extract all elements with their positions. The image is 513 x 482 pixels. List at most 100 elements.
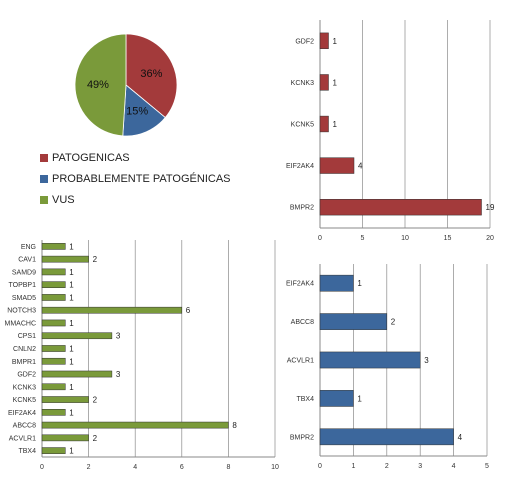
data-label: 4 [358, 162, 363, 171]
data-label: 2 [93, 434, 98, 443]
category-label: CPS1 [18, 333, 36, 340]
category-label: ABCC8 [291, 319, 314, 326]
bar [319, 428, 454, 446]
category-label: CAV1 [18, 257, 36, 264]
category-label: BMPR2 [290, 205, 314, 212]
category-label: ACVLR1 [9, 435, 36, 442]
category-label: KCNK3 [291, 80, 314, 87]
x-tick-label: 5 [361, 235, 365, 242]
bar [41, 332, 113, 340]
data-label: 1 [69, 319, 74, 328]
bar [41, 294, 66, 301]
category-label: ACVLR1 [287, 358, 314, 365]
data-label: 2 [93, 396, 98, 405]
category-label: BMPR1 [12, 359, 36, 366]
category-label: GDF2 [17, 372, 36, 379]
data-label: 1 [333, 37, 338, 46]
pie-slice-label: 36% [140, 68, 162, 80]
pie-slice [74, 33, 127, 137]
category-label: SMAD5 [12, 295, 36, 302]
data-label: 2 [93, 255, 98, 264]
x-tick-label: 4 [452, 463, 456, 470]
category-label: KCNK5 [291, 122, 314, 129]
x-tick-label: 1 [351, 463, 355, 470]
bar [319, 157, 355, 174]
bar [41, 357, 66, 365]
legend-item-patogenicas: PATOGENICAS [40, 147, 231, 168]
bar [41, 306, 183, 314]
category-label: EIF2AK4 [286, 163, 314, 170]
x-tick-label: 2 [87, 464, 91, 471]
x-tick-label: 8 [226, 464, 230, 471]
data-label: 1 [333, 78, 338, 87]
legend-swatch-blue [40, 174, 48, 183]
data-label: 19 [486, 203, 495, 212]
category-label: ENG [21, 244, 36, 251]
pie-chart: 36% 15% 49% [74, 33, 178, 137]
data-label: 1 [69, 357, 74, 366]
category-label: ABCC8 [13, 423, 36, 430]
x-tick-label: 2 [385, 463, 389, 470]
data-label: 1 [69, 242, 74, 251]
bar [319, 274, 354, 292]
bar [41, 243, 66, 250]
pie-slice-label: 49% [87, 79, 109, 91]
data-label: 1 [357, 279, 362, 288]
data-label: 6 [186, 306, 191, 315]
bar [319, 74, 329, 91]
x-tick-label: 0 [40, 464, 44, 471]
data-label: 1 [357, 394, 362, 403]
legend-label: VUS [52, 193, 75, 206]
x-tick-label: 0 [318, 463, 322, 470]
legend-item-probablemente: PROBABLEMENTE PATOGÉNICAS [40, 168, 231, 189]
data-label: 1 [333, 120, 338, 129]
data-label: 3 [424, 356, 429, 365]
legend-swatch-green [40, 195, 48, 204]
x-tick-label: 3 [418, 463, 422, 470]
legend-item-vus: VUS [40, 189, 231, 210]
data-label: 2 [391, 318, 396, 327]
data-label: 3 [116, 370, 121, 379]
category-label: EIF2AK4 [286, 281, 314, 288]
bar [41, 421, 229, 429]
x-tick-label: 10 [401, 235, 409, 242]
bar [41, 319, 66, 327]
category-label: NOTCH3 [7, 308, 36, 315]
pie-legend: PATOGENICAS PROBABLEMENTE PATOGÉNICAS VU… [40, 147, 231, 210]
pie-slice-label: 15% [126, 106, 148, 118]
bar [41, 383, 66, 391]
pie-slice [122, 84, 166, 137]
legend-label: PATOGENICAS [52, 151, 130, 164]
data-label: 1 [69, 293, 74, 302]
bar [41, 255, 89, 263]
data-label: 1 [69, 383, 74, 392]
category-label: TOPBP1 [9, 282, 37, 289]
bar [319, 313, 388, 330]
legend-swatch-red [40, 153, 48, 162]
bar [319, 115, 329, 133]
bar [41, 345, 66, 352]
bar [41, 396, 89, 403]
x-tick-label: 0 [318, 235, 322, 242]
category-label: SAMD9 [12, 269, 36, 276]
bar [41, 434, 89, 442]
bar [41, 447, 66, 454]
x-tick-label: 4 [133, 464, 137, 471]
legend-label: PROBABLEMENTE PATOGÉNICAS [52, 172, 231, 185]
data-label: 3 [116, 332, 121, 341]
data-label: 1 [69, 447, 74, 456]
data-label: 1 [69, 268, 74, 277]
data-label: 1 [69, 408, 74, 417]
bar [41, 268, 66, 276]
data-label: 8 [232, 421, 237, 430]
data-label: 1 [69, 281, 74, 290]
bar [319, 199, 482, 216]
x-tick-label: 20 [486, 235, 494, 242]
data-label: 1 [69, 345, 74, 354]
category-label: TBX4 [18, 448, 36, 455]
bar [319, 32, 329, 49]
bar [41, 370, 113, 378]
category-label: BMPR2 [290, 434, 314, 441]
bar-chart-green: 0 2 4 6 8 10 ENG 1 CAV1 2 SAMD9 1 TOPBP1 1 SMAD5 1 NOTCH… [5, 240, 279, 471]
